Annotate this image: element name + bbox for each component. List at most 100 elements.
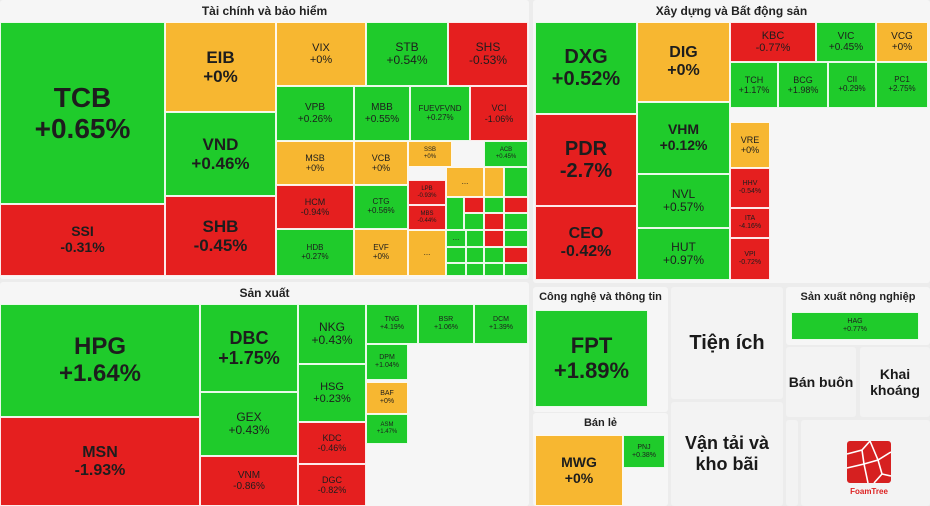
stock-tile-mwg[interactable]: MWG +0%	[535, 435, 623, 506]
stock-tile-tng[interactable]: TNG +4.19%	[366, 304, 418, 344]
stock-tile-vpi[interactable]: VPI -0.72%	[730, 238, 770, 280]
stock-tile-ssb[interactable]: SSB +0%	[408, 141, 452, 167]
stock-tile-vhm[interactable]: VHM +0.12%	[637, 102, 730, 174]
stock-change: +1.39%	[489, 324, 513, 331]
stock-tile-stb[interactable]: STB +0.54%	[366, 22, 448, 86]
stock-tile-fpt[interactable]: FPT +1.89%	[535, 310, 648, 407]
stock-tile-small[interactable]	[464, 213, 484, 230]
stock-tile-nvl[interactable]: NVL +0.57%	[637, 174, 730, 228]
stock-tile-small[interactable]: ...	[446, 167, 484, 197]
stock-tile-bcg[interactable]: BCG +1.98%	[778, 62, 828, 108]
stock-tile-hcm[interactable]: HCM -0.94%	[276, 185, 354, 229]
stock-tile-shs[interactable]: SHS -0.53%	[448, 22, 528, 86]
stock-tile-pc1[interactable]: PC1 +2.75%	[876, 62, 928, 108]
stock-tile-vcb[interactable]: VCB +0%	[354, 141, 408, 185]
stock-tile-mbs[interactable]: MBS -0.44%	[408, 205, 446, 230]
stock-change: +0.27%	[301, 251, 329, 261]
stock-symbol: VNM	[237, 469, 261, 481]
stock-tile-ita[interactable]: ITA -4.16%	[730, 208, 770, 238]
stock-tile-vnd[interactable]: VND +0.46%	[165, 112, 276, 196]
stock-tile-tch[interactable]: TCH +1.17%	[730, 62, 778, 108]
stock-tile-hpg[interactable]: HPG +1.64%	[0, 304, 200, 417]
stock-tile-shb[interactable]: SHB -0.45%	[165, 196, 276, 276]
stock-tile-hut[interactable]: HUT +0.97%	[637, 228, 730, 280]
stock-tile-evf[interactable]: EVF +0%	[354, 229, 408, 276]
stock-change: +0.29%	[838, 84, 866, 93]
stock-tile-pnj[interactable]: PNJ +0.38%	[623, 435, 665, 468]
stock-tile-fuevfvnd[interactable]: FUEVFVND +0.27%	[410, 86, 470, 141]
stock-change: -0.42%	[560, 243, 612, 260]
stock-tile-acb[interactable]: ACB +0.45%	[484, 141, 528, 167]
stock-tile-vix[interactable]: VIX +0%	[276, 22, 366, 86]
stock-tile-tcb[interactable]: TCB +0.65%	[0, 22, 165, 204]
stock-tile-small[interactable]	[484, 230, 504, 247]
stock-tile-msn[interactable]: MSN -1.93%	[0, 417, 200, 506]
stock-tile-baf[interactable]: BAF +0%	[366, 382, 408, 414]
stock-tile-small[interactable]	[446, 247, 466, 263]
stock-tile-ssi[interactable]: SSI -0.31%	[0, 204, 165, 276]
stock-symbol: SHB	[202, 216, 239, 236]
stock-tile-small[interactable]	[504, 230, 528, 247]
stock-tile-small[interactable]	[466, 230, 484, 247]
sector-transport[interactable]: Vận tải và kho bãi	[671, 402, 783, 506]
stock-tile-small[interactable]	[504, 197, 528, 213]
stock-tile-small[interactable]: ...	[446, 230, 466, 247]
stock-tile-nkg[interactable]: NKG +0.43%	[298, 304, 366, 364]
stock-tile-small[interactable]	[484, 263, 504, 276]
stock-tile-vcg[interactable]: VCG +0%	[876, 22, 928, 62]
stock-tile-hsg[interactable]: HSG +0.23%	[298, 364, 366, 422]
stock-tile-pdr[interactable]: PDR -2.7%	[535, 114, 637, 206]
stock-tile-kdc[interactable]: KDC -0.46%	[298, 422, 366, 464]
stock-symbol: BAF	[380, 390, 394, 398]
stock-tile-msb[interactable]: MSB +0%	[276, 141, 354, 185]
stock-tile-dcm[interactable]: DCM +1.39%	[474, 304, 528, 344]
stock-tile-vnm[interactable]: VNM -0.86%	[200, 456, 298, 506]
stock-tile-bsr[interactable]: BSR +1.06%	[418, 304, 474, 344]
stock-tile-eib[interactable]: EIB +0%	[165, 22, 276, 112]
stock-tile-small[interactable]	[504, 263, 528, 276]
stock-tile-small[interactable]	[446, 197, 464, 230]
stock-tile-small[interactable]	[484, 197, 504, 213]
stock-tile-small[interactable]	[466, 247, 484, 263]
stock-tile-cii[interactable]: CII +0.29%	[828, 62, 876, 108]
stock-tile-small[interactable]	[446, 263, 466, 276]
stock-tile-hag[interactable]: HAG +0.77%	[791, 312, 919, 340]
stock-tile-small[interactable]	[504, 247, 528, 263]
stock-tile-small[interactable]	[504, 167, 528, 197]
stock-tile-dgc[interactable]: DGC -0.82%	[298, 464, 366, 506]
stock-tile-dpm[interactable]: DPM +1.04%	[366, 344, 408, 380]
stock-tile-ceo[interactable]: CEO -0.42%	[535, 206, 637, 280]
stock-tile-small[interactable]	[484, 167, 504, 197]
stock-change: +0.46%	[191, 154, 250, 173]
stock-tile-dbc[interactable]: DBC +1.75%	[200, 304, 298, 392]
stock-tile-hdb[interactable]: HDB +0.27%	[276, 229, 354, 276]
stock-tile-small[interactable]	[466, 263, 484, 276]
sector-mining[interactable]: Khai khoáng	[860, 347, 930, 417]
sector-utilities[interactable]: Tiện ích	[671, 287, 783, 399]
stock-tile-small[interactable]	[464, 197, 484, 213]
stock-symbol: SSI	[71, 223, 94, 240]
stock-change: -0.46%	[317, 443, 347, 453]
stock-tile-lpb[interactable]: LPB -0.93%	[408, 180, 446, 205]
stock-tile-gex[interactable]: GEX +0.43%	[200, 392, 298, 456]
stock-tile-vpb[interactable]: VPB +0.26%	[276, 86, 354, 141]
sector-wholesale[interactable]: Bán buôn	[786, 347, 856, 417]
stock-tile-small[interactable]	[504, 213, 528, 230]
stock-symbol: BSR	[438, 316, 454, 324]
stock-change: -0.54%	[738, 188, 762, 195]
stock-tile-asm[interactable]: ASM +1.47%	[366, 414, 408, 444]
stock-tile-vci[interactable]: VCI -1.06%	[470, 86, 528, 141]
stock-tile-hhv[interactable]: HHV -0.54%	[730, 168, 770, 208]
stock-tile-kbc[interactable]: KBC -0.77%	[730, 22, 816, 62]
stock-tile-dig[interactable]: DIG +0%	[637, 22, 730, 102]
stock-tile-small[interactable]	[484, 247, 504, 263]
sector-misc-small[interactable]	[786, 420, 798, 506]
stock-tile-ctg[interactable]: CTG +0.56%	[354, 185, 408, 229]
stock-tile-small[interactable]: ...	[408, 230, 446, 276]
stock-tile-vic[interactable]: VIC +0.45%	[816, 22, 876, 62]
stock-tile-small[interactable]	[484, 213, 504, 230]
stock-tile-vre[interactable]: VRE +0%	[730, 122, 770, 168]
stock-change: -0.44%	[417, 217, 437, 224]
stock-tile-dxg[interactable]: DXG +0.52%	[535, 22, 637, 114]
stock-tile-mbb[interactable]: MBB +0.55%	[354, 86, 410, 141]
